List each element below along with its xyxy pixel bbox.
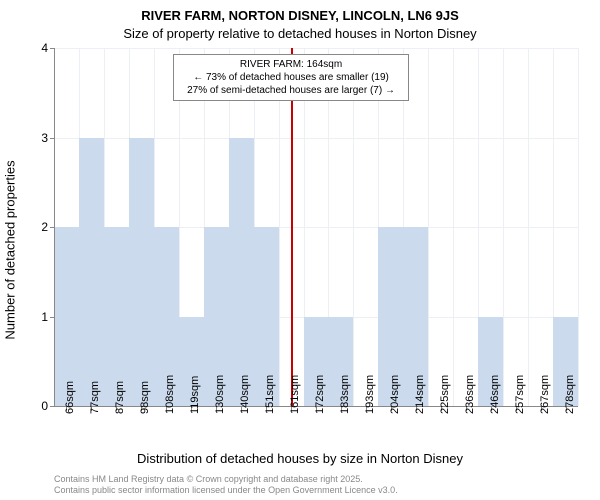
y-axis-label: Number of detached properties xyxy=(3,160,18,339)
histogram-bar xyxy=(54,227,79,406)
y-tick-mark xyxy=(50,48,54,49)
x-tick-label: 161sqm xyxy=(289,375,301,414)
y-tick-mark xyxy=(50,227,54,228)
histogram-bar xyxy=(129,138,154,407)
x-tick-label: 140sqm xyxy=(239,375,251,414)
annotation-line: RIVER FARM: 164sqm xyxy=(180,58,402,71)
footer-line-2: Contains public sector information licen… xyxy=(54,485,398,496)
annotation-line: ← 73% of detached houses are smaller (19… xyxy=(180,71,402,84)
grid-line-v xyxy=(578,48,579,406)
histogram-bar xyxy=(79,138,104,407)
grid-line-v xyxy=(453,48,454,406)
y-tick-label: 1 xyxy=(41,310,48,324)
x-tick-label: 172sqm xyxy=(314,375,326,414)
y-axis-line xyxy=(54,48,55,406)
x-tick-label: 225sqm xyxy=(439,375,451,414)
histogram-bar xyxy=(229,138,254,407)
y-tick-mark xyxy=(50,138,54,139)
x-tick-label: 278sqm xyxy=(564,375,576,414)
chart-subtitle: Size of property relative to detached ho… xyxy=(0,26,600,41)
x-tick-label: 236sqm xyxy=(464,375,476,414)
footer-line-1: Contains HM Land Registry data © Crown c… xyxy=(54,474,398,485)
histogram-bar xyxy=(104,227,129,406)
grid-line-v xyxy=(528,48,529,406)
y-tick-label: 4 xyxy=(41,41,48,55)
y-tick-mark xyxy=(50,317,54,318)
x-tick-label: 108sqm xyxy=(164,375,176,414)
x-tick-label: 257sqm xyxy=(514,375,526,414)
annotation-box: RIVER FARM: 164sqm← 73% of detached hous… xyxy=(173,54,409,101)
x-tick-label: 66sqm xyxy=(64,381,76,414)
plot-area: RIVER FARM: 164sqm← 73% of detached hous… xyxy=(54,48,578,406)
grid-line-v xyxy=(353,48,354,406)
x-tick-label: 119sqm xyxy=(189,376,201,414)
grid-line-h xyxy=(54,48,578,49)
chart-title: RIVER FARM, NORTON DISNEY, LINCOLN, LN6 … xyxy=(0,8,600,23)
x-tick-label: 214sqm xyxy=(414,375,426,414)
annotation-line: 27% of semi-detached houses are larger (… xyxy=(180,84,402,97)
marker-line xyxy=(291,48,293,406)
histogram-chart: RIVER FARM, NORTON DISNEY, LINCOLN, LN6 … xyxy=(0,0,600,500)
grid-line-v xyxy=(279,48,280,406)
x-tick-label: 183sqm xyxy=(339,375,351,414)
x-tick-label: 77sqm xyxy=(89,381,101,414)
x-tick-label: 267sqm xyxy=(539,375,551,414)
x-axis-label: Distribution of detached houses by size … xyxy=(0,451,600,466)
y-tick-label: 0 xyxy=(41,399,48,413)
x-tick-label: 204sqm xyxy=(389,375,401,414)
chart-footer: Contains HM Land Registry data © Crown c… xyxy=(54,474,398,497)
x-tick-label: 246sqm xyxy=(489,375,501,414)
x-tick-label: 193sqm xyxy=(364,375,376,414)
x-tick-label: 87sqm xyxy=(114,381,126,414)
grid-line-v xyxy=(428,48,429,406)
y-tick-label: 2 xyxy=(41,220,48,234)
y-tick-label: 3 xyxy=(41,131,48,145)
grid-line-v xyxy=(503,48,504,406)
y-tick-mark xyxy=(50,406,54,407)
x-tick-label: 151sqm xyxy=(264,375,276,414)
x-tick-label: 130sqm xyxy=(214,375,226,414)
x-tick-label: 98sqm xyxy=(139,381,151,414)
